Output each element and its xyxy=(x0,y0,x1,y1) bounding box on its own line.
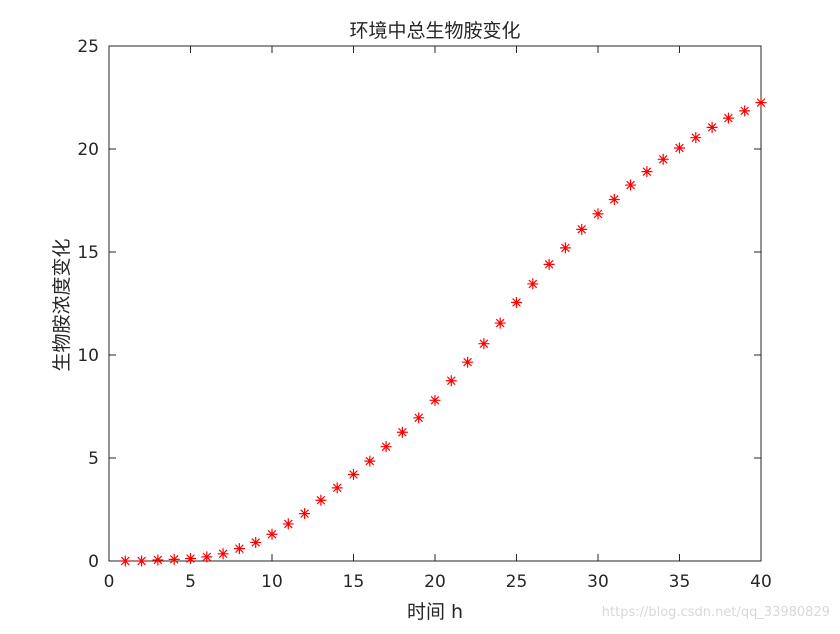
data-point xyxy=(348,468,359,480)
axes: 0 5 10 15 20 25 30 35 40 0 5 10 15 20 25 xyxy=(77,37,771,592)
data-point xyxy=(608,193,620,205)
data-point xyxy=(331,482,343,494)
y-tick-label: 10 xyxy=(77,346,99,366)
data-point xyxy=(266,528,278,540)
x-tick-label: 40 xyxy=(750,572,772,592)
data-point xyxy=(625,179,637,191)
data-point xyxy=(168,553,180,565)
data-point xyxy=(576,223,588,235)
data-point xyxy=(413,412,425,424)
data-point xyxy=(755,97,767,109)
data-point xyxy=(217,548,229,560)
data-point xyxy=(462,356,474,368)
data-point xyxy=(592,208,604,220)
data-point xyxy=(494,317,506,329)
x-tick-label: 10 xyxy=(261,572,283,592)
data-point xyxy=(136,555,148,567)
data-point xyxy=(380,441,392,453)
data-markers xyxy=(119,97,767,567)
x-tick-label: 30 xyxy=(587,572,609,592)
y-tick-label: 15 xyxy=(77,243,99,263)
data-point xyxy=(250,536,262,548)
data-point xyxy=(396,426,408,438)
x-axis-title: 时间 h xyxy=(407,601,463,623)
data-point xyxy=(185,553,196,565)
data-point xyxy=(641,166,653,178)
data-point xyxy=(429,394,441,406)
data-point xyxy=(299,508,311,520)
data-point xyxy=(706,121,718,133)
data-point xyxy=(364,455,376,467)
data-point xyxy=(511,296,522,308)
data-point xyxy=(315,494,327,506)
data-point xyxy=(445,375,457,387)
y-tick-label: 20 xyxy=(77,140,99,160)
data-point xyxy=(152,554,164,566)
y-tick-label: 5 xyxy=(88,449,99,469)
y-axis-title: 生物胺浓度变化 xyxy=(51,238,73,371)
x-tick-label: 15 xyxy=(343,572,365,592)
data-point xyxy=(559,242,571,254)
y-tick-label: 25 xyxy=(77,37,99,57)
x-tick-label: 5 xyxy=(185,572,196,592)
data-point xyxy=(527,278,539,290)
y-tick-label: 0 xyxy=(88,552,99,572)
data-point xyxy=(674,142,685,154)
data-point xyxy=(657,153,669,165)
x-tick-label: 25 xyxy=(506,572,528,592)
data-point xyxy=(201,551,213,563)
x-tick-label: 0 xyxy=(104,572,115,592)
data-point xyxy=(722,112,734,124)
data-point xyxy=(119,555,131,567)
x-tick-label: 35 xyxy=(669,572,691,592)
data-point xyxy=(739,105,751,117)
data-point xyxy=(543,258,555,270)
chart-title: 环境中总生物胺变化 xyxy=(349,20,520,42)
watermark-text: https://blog.csdn.net/qq_33980829 xyxy=(602,605,830,620)
x-tick-label: 20 xyxy=(424,572,446,592)
data-point xyxy=(282,518,294,530)
data-point xyxy=(690,132,702,144)
data-point xyxy=(233,543,245,555)
data-point xyxy=(478,338,490,350)
